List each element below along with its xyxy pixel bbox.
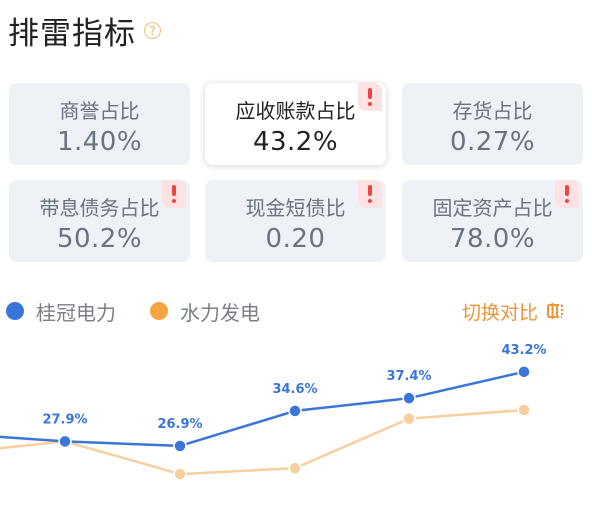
legend-item-guiguan[interactable]: 桂冠电力 <box>6 298 116 325</box>
data-point[interactable] <box>173 467 187 481</box>
title-row: 排雷指标 ? <box>8 8 161 52</box>
data-point[interactable] <box>288 404 302 418</box>
metric-value: 1.40% <box>56 127 143 157</box>
data-label: 26.9% <box>157 417 202 432</box>
data-point[interactable] <box>402 391 416 405</box>
metric-card-interest-debt[interactable]: 带息债务占比 50.2% <box>9 180 190 262</box>
metric-value: 0.27% <box>449 127 536 157</box>
metric-value: 78.0% <box>449 224 536 254</box>
metric-label: 现金短债比 <box>245 196 346 220</box>
legend-label: 水力发电 <box>180 300 260 325</box>
metric-value: 43.2% <box>252 127 339 157</box>
metric-card-goodwill[interactable]: 商誉占比 1.40% <box>9 83 190 165</box>
data-point[interactable] <box>402 411 416 426</box>
series-line <box>0 370 525 448</box>
metric-label: 应收账款占比 <box>235 99 356 123</box>
data-label: 37.4% <box>386 369 431 384</box>
help-icon[interactable]: ? <box>144 21 161 39</box>
warning-icon <box>358 180 382 208</box>
legend-dot-icon <box>6 302 24 320</box>
metric-card-receivables[interactable]: 应收账款占比 43.2% <box>205 83 386 165</box>
metric-value: 0.20 <box>265 224 326 254</box>
data-point[interactable] <box>173 439 187 453</box>
switch-compare-button[interactable]: 切换对比 <box>462 298 564 324</box>
data-point[interactable] <box>517 365 531 379</box>
metric-label: 固定资产占比 <box>432 196 553 220</box>
legend-item-hydro[interactable]: 水力发电 <box>150 298 260 325</box>
switch-icon <box>547 303 563 319</box>
legend-dot-icon <box>150 302 168 320</box>
switch-compare-label: 切换对比 <box>461 301 538 324</box>
line-chart: 27.9% 26.9% 34.6% 37.4% 43.2% <box>0 343 547 481</box>
metric-label: 带息债务占比 <box>39 196 160 220</box>
data-label: 27.9% <box>42 412 87 427</box>
data-point[interactable] <box>58 434 72 449</box>
metric-card-cash-short-debt[interactable]: 现金短债比 0.20 <box>205 180 386 262</box>
data-point[interactable] <box>288 461 302 475</box>
data-label: 43.2% <box>501 343 546 358</box>
metric-card-inventory[interactable]: 存货占比 0.27% <box>402 83 583 165</box>
warning-icon <box>358 83 382 111</box>
metric-card-fixed-assets[interactable]: 固定资产占比 78.0% <box>402 180 583 262</box>
warning-icon <box>555 180 579 208</box>
metric-label: 存货占比 <box>452 99 533 123</box>
data-point[interactable] <box>517 403 531 417</box>
data-label: 34.6% <box>272 382 317 397</box>
metric-label: 商誉占比 <box>59 99 140 123</box>
warning-icon <box>162 180 186 208</box>
legend-label: 桂冠电力 <box>36 300 116 325</box>
metric-value: 50.2% <box>56 224 143 254</box>
series-line <box>0 408 525 476</box>
page-title: 排雷指标 <box>8 15 136 52</box>
